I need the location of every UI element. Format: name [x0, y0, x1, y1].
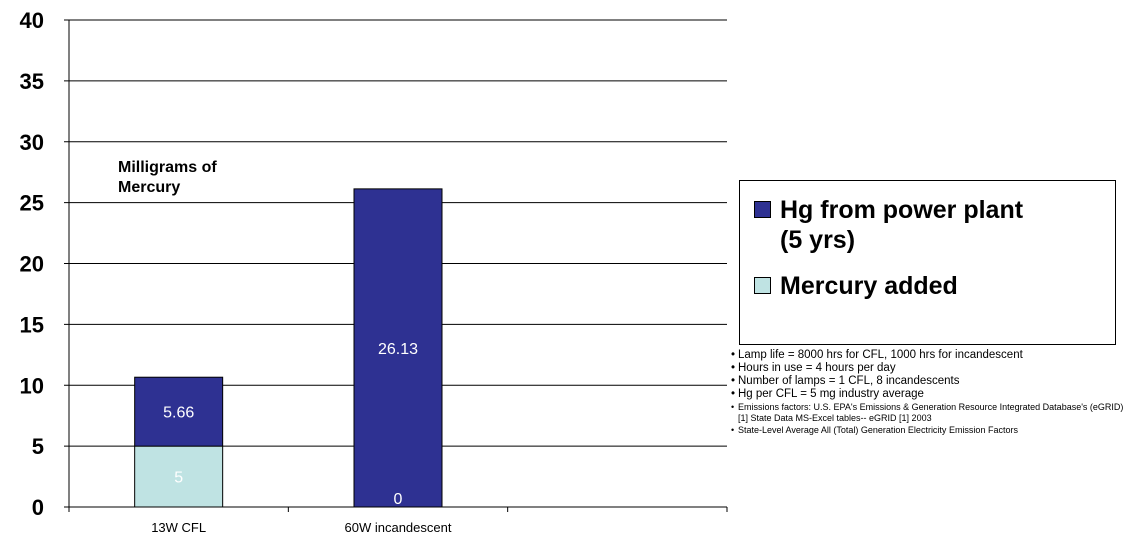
bar-segment — [353, 188, 443, 508]
data-label: 5.66 — [163, 405, 194, 422]
y-tick-label: 15 — [20, 312, 44, 337]
y-tick-label: 10 — [20, 373, 44, 398]
note-item: • Number of lamps = 1 CFL, 8 incandescent… — [731, 375, 960, 387]
note-item: • State-Level Average All (Total) Generat… — [731, 425, 1018, 435]
data-label: 0 — [394, 491, 403, 508]
note-text: Hg per CFL = 5 mg industry average — [738, 388, 924, 400]
bar-chart: 0 5 10 15 20 25 30 35 40 13W CFL 60W incandescent… — [20, 8, 728, 535]
legend-label-power-plant: Hg from power plant (5 yrs) — [780, 196, 1024, 254]
chart-annotation-line: Mercury — [118, 179, 180, 196]
chart-annotation: Milligrams of Mercury — [118, 159, 217, 196]
y-tick-label: 25 — [20, 191, 44, 216]
y-tick-label: 20 — [20, 252, 44, 277]
note-text: Number of lamps = 1 CFL, 8 incandescents — [738, 375, 960, 387]
bar-segment — [134, 376, 224, 447]
note-text: Emissions factors: U.S. EPA's Emissions … — [738, 402, 1124, 423]
legend: Hg from power plant (5 yrs) Mercury adde… — [739, 180, 1116, 345]
legend-item-power-plant: Hg from power plant (5 yrs) — [754, 195, 1023, 255]
data-label: 5 — [174, 470, 183, 487]
x-tick-label: 60W incandescent — [345, 520, 452, 535]
axes — [64, 19, 728, 512]
bars — [134, 188, 443, 508]
bar-segment — [134, 445, 224, 508]
y-tick-label: 0 — [32, 495, 44, 520]
y-tick-label: 30 — [20, 130, 44, 155]
y-tick-label: 40 — [20, 8, 44, 33]
legend-swatch-mercury-added — [754, 277, 771, 294]
note-text: State-Level Average All (Total) Generati… — [738, 425, 1018, 435]
x-tick-labels: 13W CFL 60W incandescent — [151, 520, 452, 535]
note-text: Hours in use = 4 hours per day — [738, 362, 896, 374]
data-label: 26.13 — [378, 341, 418, 358]
note-item: • Lamp life = 8000 hrs for CFL, 1000 hrs … — [731, 349, 1023, 361]
note-item: • Emissions factors: U.S. EPA's Emissions… — [731, 402, 1131, 424]
legend-swatch-power-plant — [754, 201, 771, 218]
y-tick-labels: 0 5 10 15 20 25 30 35 40 — [20, 8, 44, 520]
legend-label-mercury-added: Mercury added — [780, 272, 958, 300]
assumption-notes: • Lamp life = 8000 hrs for CFL, 1000 hrs … — [731, 349, 1131, 436]
x-tick-label: 13W CFL — [151, 520, 206, 535]
y-tick-label: 5 — [32, 434, 44, 459]
note-text: Lamp life = 8000 hrs for CFL, 1000 hrs f… — [738, 349, 1023, 361]
data-labels: 5 5.66 0 26.13 — [163, 341, 418, 508]
legend-item-mercury-added: Mercury added — [754, 271, 958, 301]
note-item: • Hours in use = 4 hours per day — [731, 362, 896, 374]
chart-annotation-line: Milligrams of — [118, 159, 217, 176]
note-item: • Hg per CFL = 5 mg industry average — [731, 388, 924, 400]
y-tick-label: 35 — [20, 69, 44, 94]
